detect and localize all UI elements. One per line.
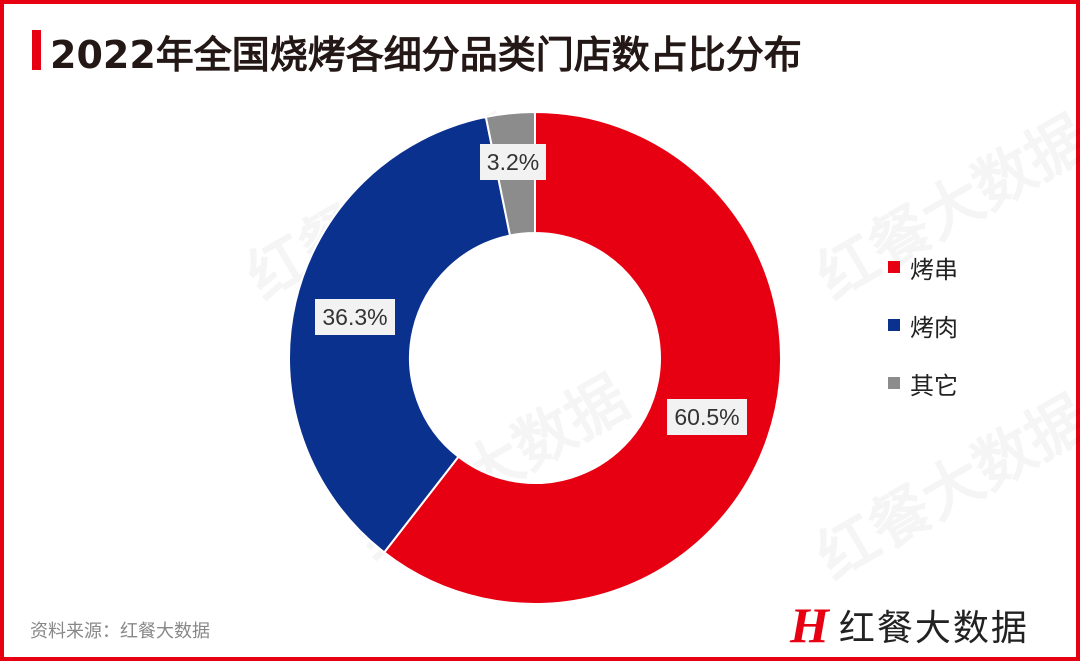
data-label-text: 3.2% [487,149,539,175]
legend-item-2: 其它 [888,354,958,412]
data-label-text: 36.3% [322,304,387,330]
chart-title: 2022年全国烧烤各细分品类门店数占比分布 [50,33,802,77]
logo-text: 红餐大数据 [838,608,1029,649]
data-label-box [480,144,546,180]
data-label-0: 60.5% [667,399,747,435]
title-accent-bar [32,30,41,70]
legend: 烤串 烤肉 其它 [888,238,958,412]
legend-label: 烤肉 [910,313,958,342]
data-label-2: 3.2% [480,144,546,180]
legend-label: 烤串 [910,255,958,284]
legend-label: 其它 [910,371,958,400]
brand-logo: H 红餐大数据 [790,596,1029,654]
legend-swatch [888,261,900,273]
data-label-1: 36.3% [315,299,395,335]
data-label-box [315,299,395,335]
donut-slice-1 [288,115,512,554]
legend-item-0: 烤串 [888,238,958,296]
legend-swatch [888,377,900,389]
data-label-text: 60.5% [674,404,739,430]
data-label-box [667,399,747,435]
legend-swatch [888,319,900,331]
donut-slice-0 [382,110,782,605]
source-note: 资料来源：红餐大数据 [30,621,210,642]
legend-item-1: 烤肉 [888,296,958,354]
logo-mark: H [790,597,829,653]
